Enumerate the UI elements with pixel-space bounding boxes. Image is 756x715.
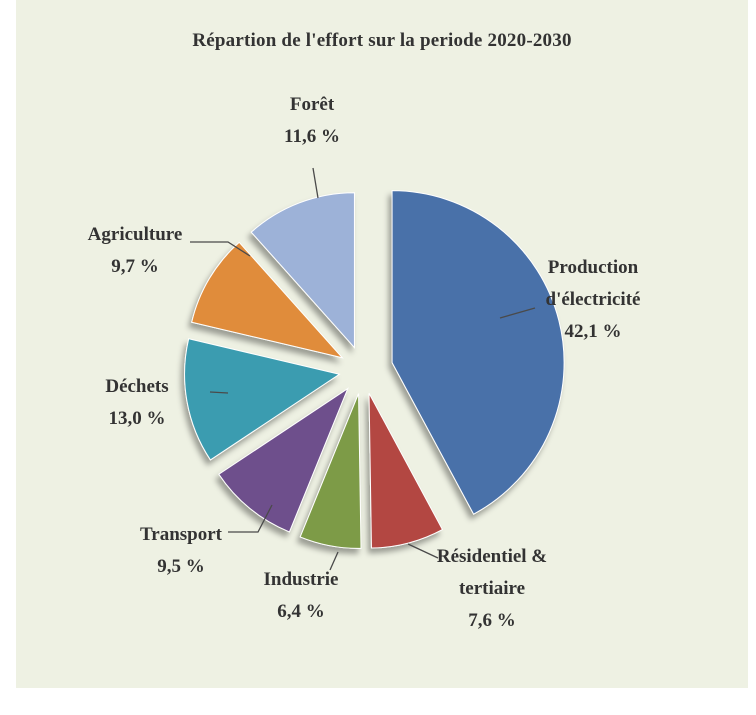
slice-value-label: 6,4 % [277,601,325,622]
slice-label: Déchets 13,0 % [105,376,168,429]
pie-slice [299,393,362,549]
slice-label: Industrie 6,4 % [264,569,339,622]
slice-category-label: Déchets [105,376,168,397]
pie-slice [250,192,355,349]
slice-category-label: Résidentiel & [437,546,547,567]
leader-line [209,391,229,394]
pie-slice [218,387,349,533]
slice-labels: Production d'électricité 42,1 % Résidentiel… [88,94,641,631]
slice-category-label: Production [548,257,639,278]
chart-title: Répartion de l'effort sur la periode 202… [192,30,572,51]
leader-line [312,167,319,199]
slice-value-label: 9,5 % [157,556,205,577]
slice-label: Production d'électricité 42,1 % [546,257,641,342]
leader-line [190,241,251,257]
slice-label: Forêt 11,6 % [284,94,340,147]
slice-category-label: Forêt [290,94,335,115]
slice-value-label: 13,0 % [109,408,166,429]
leader-line [228,504,273,533]
leader-line [407,543,439,559]
pie-slices [184,190,565,549]
slice-value-label: 9,7 % [111,256,159,277]
slice-category-label: tertiaire [459,578,525,599]
leader-lines [190,167,536,571]
slice-label: Résidentiel & tertiaire 7,6 % [437,546,547,631]
slice-value-label: 7,6 % [468,610,516,631]
pie-slice [391,190,565,515]
slice-value-label: 11,6 % [284,126,340,147]
pie-slice [368,392,444,549]
leader-line [329,551,339,571]
leader-line [499,307,536,319]
slice-label: Agriculture 9,7 % [88,224,183,277]
pie-slice [191,241,344,359]
slice-category-label: Transport [140,524,223,545]
slice-category-label: Agriculture [88,224,183,245]
slice-category-label: Industrie [264,569,339,590]
slice-value-label: 42,1 % [565,321,622,342]
slice-label: Transport 9,5 % [140,524,223,577]
slice-category-label: d'électricité [546,289,641,310]
pie-slice [184,338,341,461]
chart-background [16,0,748,688]
